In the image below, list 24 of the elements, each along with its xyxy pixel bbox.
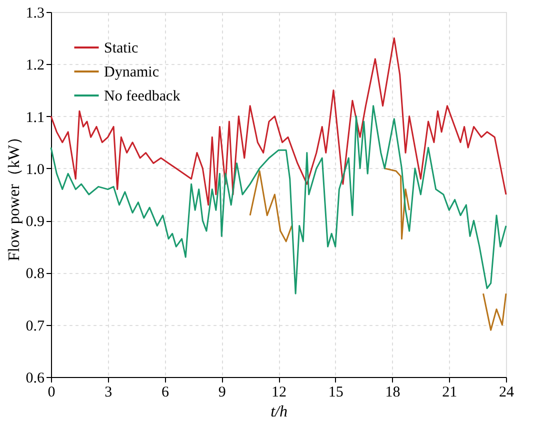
x-tick-label: 15 [328,384,344,400]
y-axis-title: Flow power（kW） [6,129,23,261]
y-tick-label: 0.9 [26,214,44,230]
x-tick-label: 9 [218,384,226,400]
legend-label: No feedback [104,88,181,104]
y-tick-label: 1.1 [26,110,44,126]
x-tick-label: 12 [272,384,286,400]
x-tick-label: 0 [48,384,56,400]
y-tick-label: 1.2 [26,58,44,74]
y-tick-label: 0.7 [26,318,45,334]
x-tick-label: 21 [442,384,458,400]
legend-label: Dynamic [104,64,160,80]
y-tick-label: 1.3 [26,6,44,22]
y-tick-label: 1.0 [26,162,44,178]
legend-label: Static [104,40,138,56]
line-series [50,37,507,206]
x-axis-title: t/h [270,404,288,420]
x-tick-label: 3 [104,384,112,400]
x-tick-label: 24 [499,384,514,400]
x-tick-label: 6 [162,384,170,400]
y-tick-label: 0.8 [26,266,44,282]
y-tick-label: 0.6 [26,370,45,386]
line-series [50,105,507,294]
x-tick-label: 18 [385,384,400,400]
